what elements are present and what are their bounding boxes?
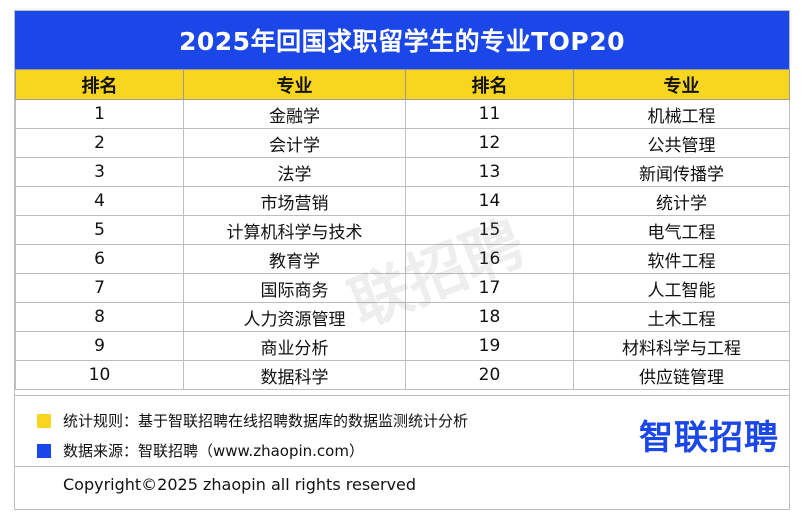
copyright-text: Copyright©2025 zhaopin all rights reserv… bbox=[63, 475, 417, 494]
major-cell: 公共管理 bbox=[573, 128, 790, 158]
stat-rule-text: 统计规则：基于智联招聘在线招聘数据库的数据监测统计分析 bbox=[63, 412, 469, 430]
data-source-text: 数据来源：智联招聘（www.zhaopin.com） bbox=[63, 442, 364, 460]
rank-cell: 13 bbox=[405, 157, 574, 187]
table-row: 6 教育学 16 软件工程 bbox=[15, 244, 790, 274]
rank-cell: 1 bbox=[15, 99, 184, 129]
rank-cell: 10 bbox=[15, 360, 184, 390]
major-cell: 电气工程 bbox=[573, 215, 790, 245]
rank-cell: 8 bbox=[15, 302, 184, 332]
rank-cell: 19 bbox=[405, 331, 574, 361]
header-major-right: 专业 bbox=[573, 69, 790, 100]
table-row: 5 计算机科学与技术 15 电气工程 bbox=[15, 215, 790, 245]
major-cell: 金融学 bbox=[183, 99, 406, 129]
rank-cell: 6 bbox=[15, 244, 184, 274]
major-cell: 新闻传播学 bbox=[573, 157, 790, 187]
data-source-note: 数据来源：智联招聘（www.zhaopin.com） bbox=[37, 440, 364, 461]
table-row: 4 市场营销 14 统计学 bbox=[15, 186, 790, 216]
rank-cell: 5 bbox=[15, 215, 184, 245]
table-row: 3 法学 13 新闻传播学 bbox=[15, 157, 790, 187]
rank-cell: 14 bbox=[405, 186, 574, 216]
major-cell: 人力资源管理 bbox=[183, 302, 406, 332]
rank-cell: 20 bbox=[405, 360, 574, 390]
major-cell: 土木工程 bbox=[573, 302, 790, 332]
major-cell: 机械工程 bbox=[573, 99, 790, 129]
table-row: 9 商业分析 19 材料科学与工程 bbox=[15, 331, 790, 361]
major-cell: 教育学 bbox=[183, 244, 406, 274]
major-cell: 法学 bbox=[183, 157, 406, 187]
rule-swatch bbox=[37, 413, 51, 428]
major-cell: 软件工程 bbox=[573, 244, 790, 274]
major-cell: 数据科学 bbox=[183, 360, 406, 390]
table-row: 8 人力资源管理 18 土木工程 bbox=[15, 302, 790, 332]
header-major-left: 专业 bbox=[183, 69, 406, 100]
rank-cell: 15 bbox=[405, 215, 574, 245]
rank-cell: 12 bbox=[405, 128, 574, 158]
stat-rule-note: 统计规则：基于智联招聘在线招聘数据库的数据监测统计分析 bbox=[37, 410, 468, 431]
rank-cell: 3 bbox=[15, 157, 184, 187]
major-cell: 商业分析 bbox=[183, 331, 406, 361]
notes-section: 统计规则：基于智联招聘在线招聘数据库的数据监测统计分析 数据来源：智联招聘（ww… bbox=[15, 395, 789, 467]
major-cell: 市场营销 bbox=[183, 186, 406, 216]
ranking-card: 2025年回国求职留学生的专业TOP20 排名 专业 排名 专业 1 金融学 1… bbox=[14, 10, 790, 510]
rank-cell: 9 bbox=[15, 331, 184, 361]
page-title: 2025年回国求职留学生的专业TOP20 bbox=[15, 11, 789, 69]
major-cell: 人工智能 bbox=[573, 273, 790, 303]
rank-cell: 2 bbox=[15, 128, 184, 158]
rank-cell: 4 bbox=[15, 186, 184, 216]
major-cell: 会计学 bbox=[183, 128, 406, 158]
table-row: 1 金融学 11 机械工程 bbox=[15, 99, 790, 129]
major-cell: 计算机科学与技术 bbox=[183, 215, 406, 245]
rank-cell: 18 bbox=[405, 302, 574, 332]
rank-cell: 17 bbox=[405, 273, 574, 303]
table-row: 2 会计学 12 公共管理 bbox=[15, 128, 790, 158]
table-row: 10 数据科学 20 供应链管理 bbox=[15, 360, 790, 390]
ranking-table: 排名 专业 排名 专业 1 金融学 11 机械工程 2 会计学 12 公共管理 … bbox=[15, 69, 790, 390]
rank-cell: 16 bbox=[405, 244, 574, 274]
rank-cell: 11 bbox=[405, 99, 574, 129]
table-row: 7 国际商务 17 人工智能 bbox=[15, 273, 790, 303]
table-header-row: 排名 专业 排名 专业 bbox=[15, 69, 790, 100]
major-cell: 统计学 bbox=[573, 186, 790, 216]
rank-cell: 7 bbox=[15, 273, 184, 303]
header-rank-left: 排名 bbox=[15, 69, 184, 100]
header-rank-right: 排名 bbox=[405, 69, 574, 100]
major-cell: 材料科学与工程 bbox=[573, 331, 790, 361]
major-cell: 国际商务 bbox=[183, 273, 406, 303]
source-swatch bbox=[37, 443, 51, 458]
major-cell: 供应链管理 bbox=[573, 360, 790, 390]
zhaopin-logo: 智联招聘 bbox=[639, 418, 779, 458]
